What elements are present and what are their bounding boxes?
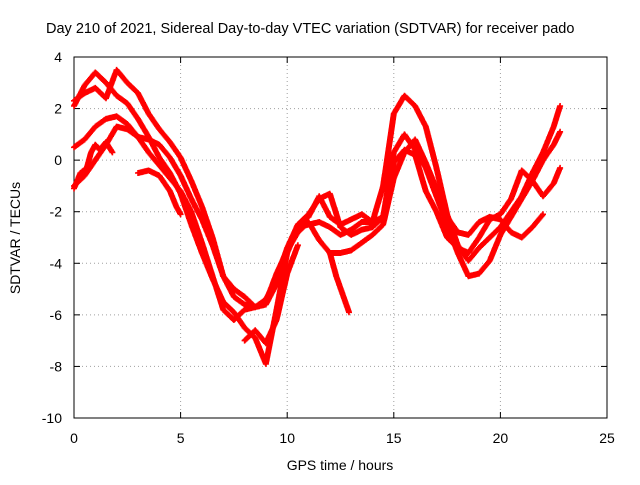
x-tick-label: 25 bbox=[599, 430, 615, 446]
series-track-6 bbox=[135, 167, 184, 218]
y-tick-label: 0 bbox=[54, 152, 62, 168]
x-tick-label: 20 bbox=[493, 430, 509, 446]
series-track-5 bbox=[71, 139, 116, 192]
data-series bbox=[71, 66, 564, 367]
x-tick-label: 0 bbox=[70, 430, 78, 446]
series-markers bbox=[71, 123, 564, 311]
y-tick-label: -6 bbox=[50, 307, 63, 323]
series-markers bbox=[135, 167, 184, 218]
series-track-8 bbox=[326, 250, 352, 316]
series-markers bbox=[241, 242, 301, 347]
y-tick-label: -8 bbox=[50, 358, 63, 374]
x-tick-label: 10 bbox=[279, 430, 295, 446]
y-tick-label: 4 bbox=[54, 49, 62, 65]
y-axis-label: SDTVAR / TECUs bbox=[7, 182, 23, 294]
series-markers bbox=[71, 139, 116, 192]
y-tick-label: -10 bbox=[42, 410, 62, 426]
plot-border bbox=[73, 56, 608, 419]
series-track-4 bbox=[71, 123, 564, 311]
chart-title: Day 210 of 2021, Sidereal Day-to-day VTE… bbox=[46, 21, 574, 37]
y-tick-label: 2 bbox=[54, 101, 62, 117]
y-tick-label: -2 bbox=[50, 204, 63, 220]
series-track-2 bbox=[71, 66, 564, 311]
y-tick-label: -4 bbox=[50, 255, 63, 271]
series-markers bbox=[71, 66, 564, 311]
series-markers bbox=[326, 250, 352, 316]
axes: 0 5 10 15 20 25 -10 -8 -6 -4 -2 0 2 4 bbox=[42, 49, 615, 446]
x-axis-label: GPS time / hours bbox=[287, 457, 394, 473]
x-tick-label: 15 bbox=[386, 430, 402, 446]
series-track-7 bbox=[241, 242, 301, 347]
x-tick-label: 5 bbox=[177, 430, 185, 446]
